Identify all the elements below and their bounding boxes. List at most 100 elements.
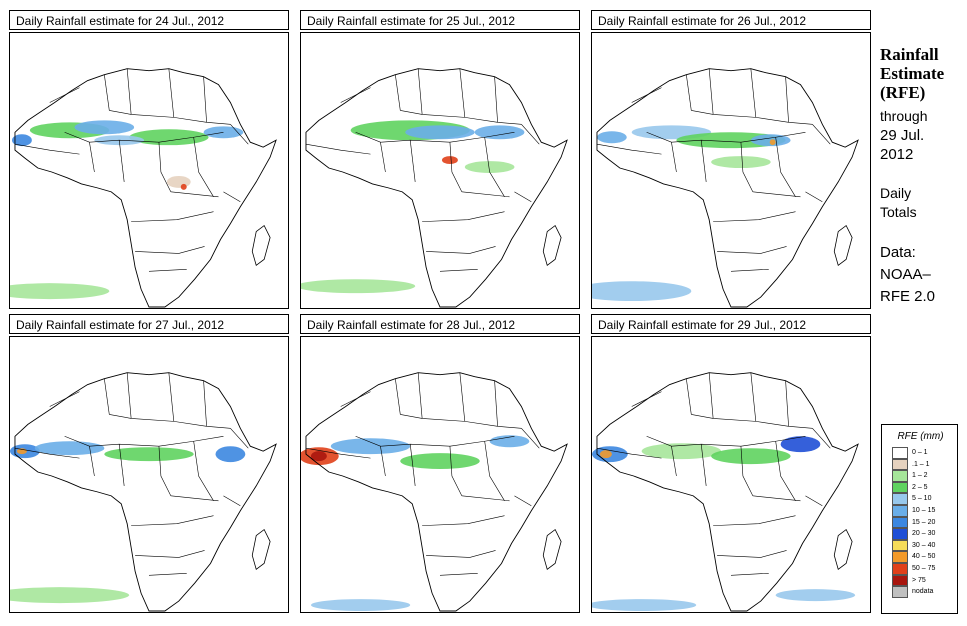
country-border [461, 495, 510, 502]
africa-coastline [305, 372, 568, 612]
country-border [785, 380, 789, 427]
legend-label: 50 – 75 [912, 564, 936, 572]
legend-swatch [892, 562, 908, 575]
legend-swatch [892, 586, 908, 598]
country-border [426, 550, 496, 558]
rainfall-area [592, 281, 692, 302]
rainfall-area [11, 134, 32, 147]
country-border [750, 68, 757, 118]
africa-coastline [596, 372, 859, 612]
country-border [170, 191, 219, 198]
legend-swatch [892, 574, 908, 587]
africa-rainfall-map [9, 32, 289, 309]
country-border [305, 143, 371, 155]
country-border [708, 68, 714, 115]
heading-line: Estimate [880, 64, 945, 83]
country-border [417, 68, 423, 115]
country-border [355, 435, 515, 447]
country-border [131, 211, 214, 222]
heading-line: Rainfall [880, 45, 939, 64]
country-border [521, 124, 540, 145]
country-border [494, 76, 498, 123]
country-border [230, 124, 249, 145]
country-border [426, 246, 496, 254]
totals-line: Daily [880, 185, 912, 201]
country-border [521, 428, 540, 449]
country-border [109, 414, 231, 429]
country-border [193, 137, 214, 197]
africa-rainfall-map [591, 336, 871, 613]
country-border [409, 140, 416, 182]
rainfall-area [596, 131, 627, 144]
rainfall-area [592, 599, 697, 612]
legend-label: 20 – 30 [912, 530, 936, 538]
country-border [459, 68, 466, 118]
rainfall-area [166, 175, 191, 188]
rainfall-map-panel-29jul: Daily Rainfall estimate for 29 Jul., 201… [591, 314, 871, 613]
country-border [775, 441, 796, 501]
madagascar-outline [833, 224, 853, 266]
legend-title: RFE (mm) [897, 431, 944, 442]
africa-rainfall-map [591, 32, 871, 309]
rainfall-area [489, 435, 530, 448]
rainfall-area [711, 156, 771, 169]
rainfall-area [310, 599, 411, 612]
country-border [459, 372, 466, 422]
legend-label: 40 – 50 [912, 553, 936, 561]
rainfall-area [400, 453, 480, 470]
country-border [646, 435, 806, 447]
panel-title: Daily Rainfall estimate for 26 Jul., 201… [591, 10, 871, 30]
rfe-legend: RFE (mm) 0 – 1 .1 – 1 1 – 2 2 – 5 5 – 10 10 –… [881, 424, 958, 614]
africa-coastline [14, 372, 277, 612]
country-border [691, 414, 813, 429]
rainfall-area [301, 279, 416, 294]
country-border [785, 76, 789, 123]
sidebar-heading: Rainfall Estimate (RFE) [880, 45, 965, 102]
legend-label: 1 – 2 [912, 472, 928, 480]
country-border [89, 446, 95, 477]
sidebar-info: Rainfall Estimate (RFE) through 29 Jul. … [880, 45, 965, 308]
rainfall-area [641, 443, 722, 460]
map-svg [301, 68, 568, 308]
legend-label: .1 – 1 [912, 460, 930, 468]
madagascar-outline [833, 528, 853, 570]
country-border [700, 140, 707, 182]
country-border [805, 191, 823, 203]
country-border [686, 74, 692, 111]
country-border [203, 380, 207, 427]
country-border [708, 372, 714, 419]
legend-label: 30 – 40 [912, 541, 936, 549]
country-border [135, 246, 205, 254]
country-border [131, 515, 214, 526]
country-border [400, 110, 522, 125]
country-border [730, 268, 769, 272]
country-border [400, 414, 522, 429]
legend-label: > 75 [912, 576, 926, 584]
country-border [740, 446, 754, 496]
country-border [104, 74, 110, 111]
country-border [118, 140, 125, 182]
country-border [752, 495, 801, 502]
country-border [449, 142, 463, 192]
rainfall-map-panel-26jul: Daily Rainfall estimate for 26 Jul., 201… [591, 10, 871, 309]
country-border [686, 378, 692, 415]
country-border [89, 142, 95, 173]
country-border [484, 441, 505, 501]
country-border [514, 191, 532, 203]
africa-rainfall-map [300, 32, 580, 309]
country-border [671, 142, 677, 173]
madagascar-outline [251, 528, 271, 570]
country-border [395, 378, 401, 415]
country-border [461, 191, 510, 198]
country-border [671, 446, 677, 477]
legend-label: 10 – 15 [912, 506, 936, 514]
country-border [340, 391, 371, 407]
rainfall-area [10, 283, 110, 300]
rainfall-area [405, 125, 475, 140]
country-border [417, 372, 423, 419]
totals-line: Totals [880, 204, 917, 220]
map-svg [301, 372, 568, 612]
legend-swatch [892, 551, 908, 563]
rainfall-map-panel-24jul: Daily Rainfall estimate for 24 Jul., 201… [9, 10, 289, 309]
panel-title: Daily Rainfall estimate for 29 Jul., 201… [591, 314, 871, 334]
